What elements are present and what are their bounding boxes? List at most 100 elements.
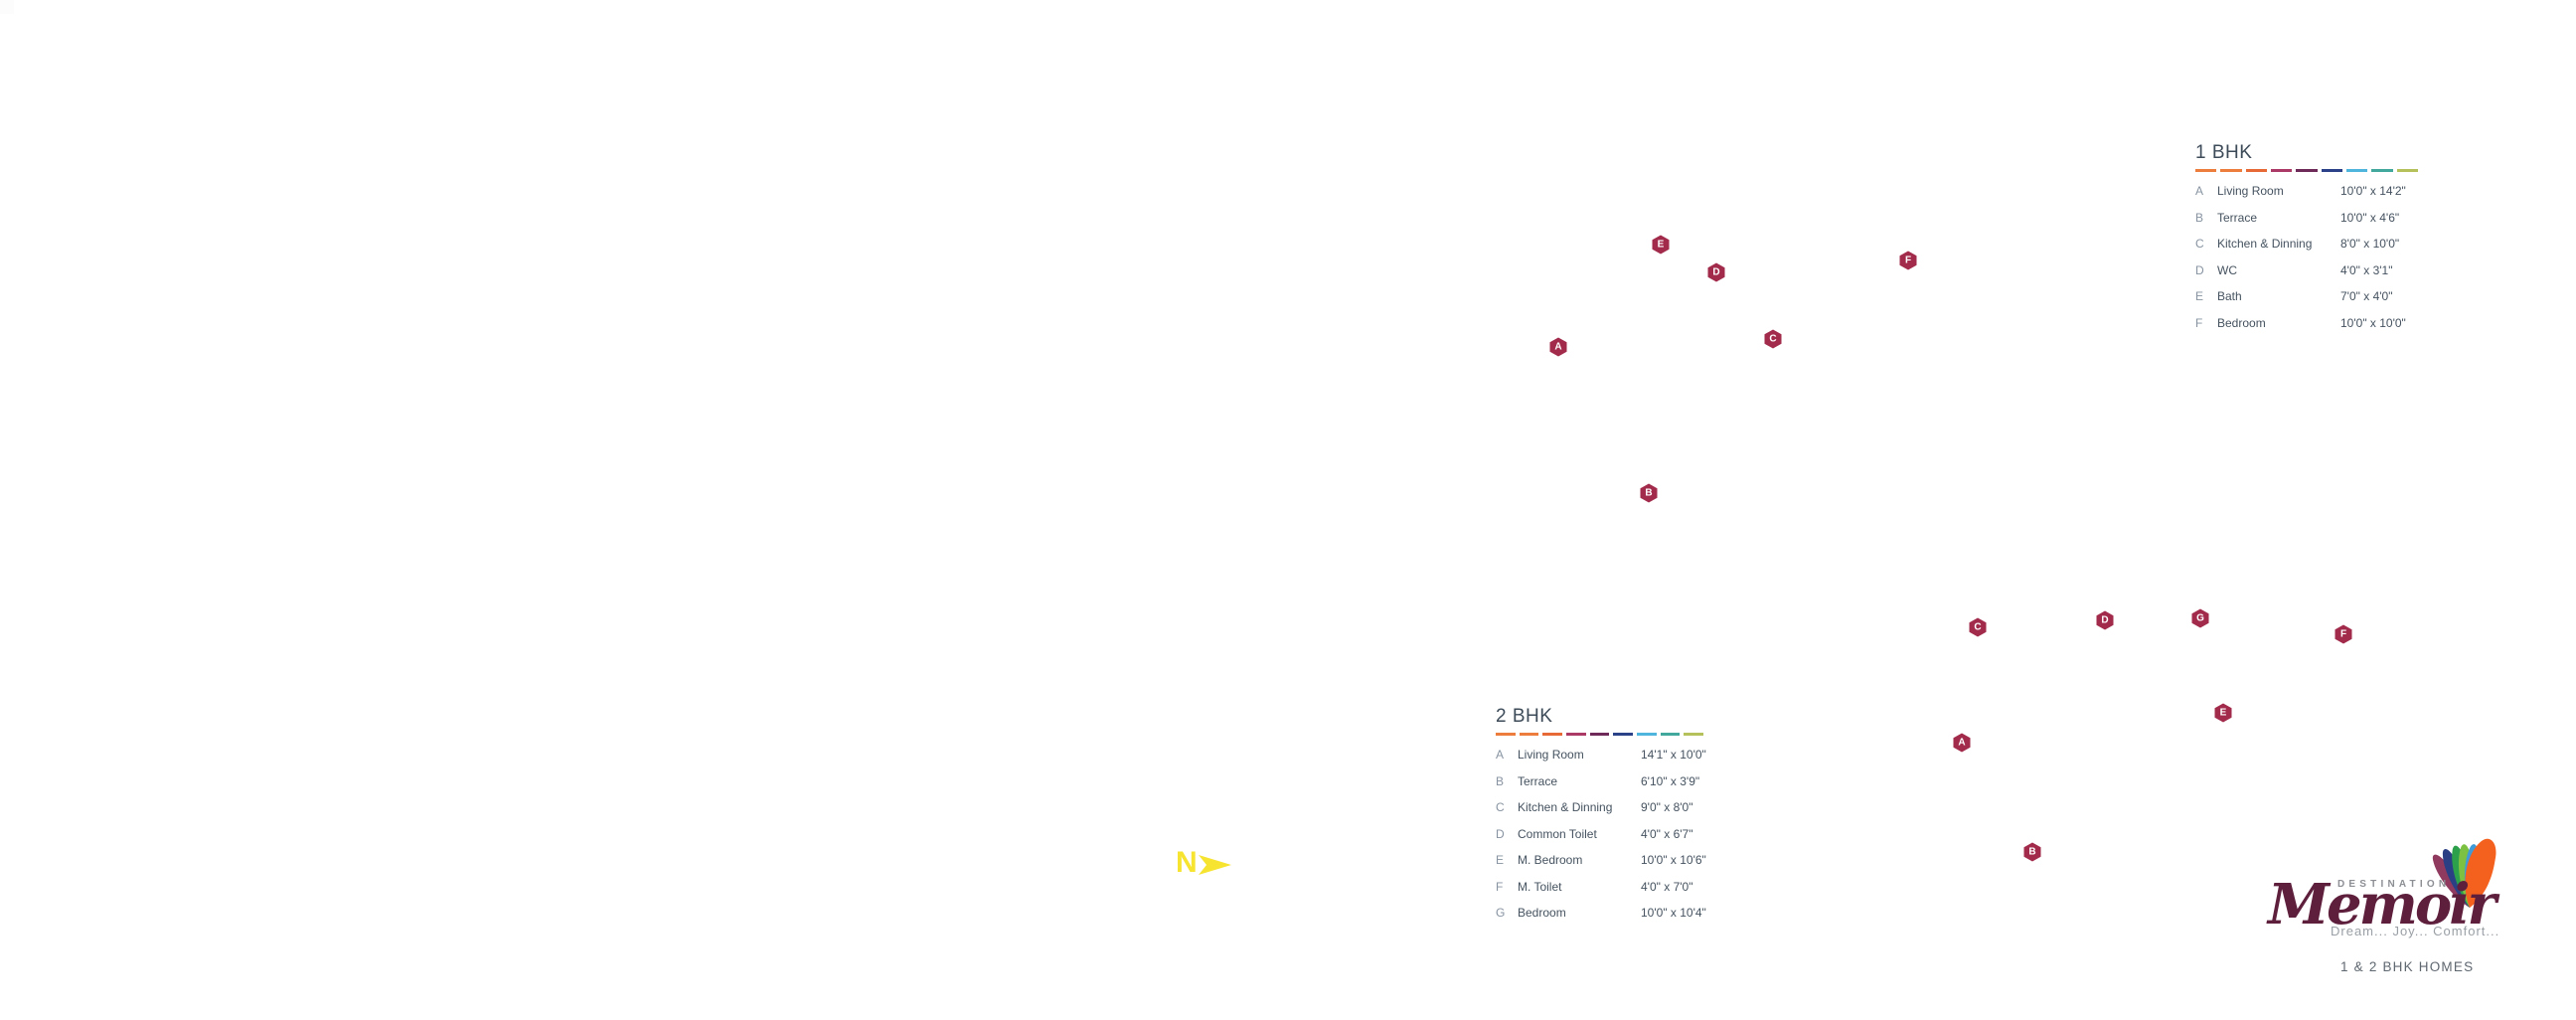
divider-dash bbox=[1637, 733, 1657, 736]
legend-row: C Kitchen & Dinning 8'0" x 10'0" bbox=[2195, 231, 2418, 257]
legend-row: G Bedroom 10'0" x 10'4" bbox=[1496, 900, 1706, 927]
room-dimensions: 6'10" x 3'9" bbox=[1641, 773, 1700, 788]
room-dimensions: 8'0" x 10'0" bbox=[2340, 237, 2400, 252]
room-label: Terrace bbox=[2217, 210, 2258, 225]
north-label: N bbox=[1176, 846, 1198, 879]
legend-1bhk-rows: A Living Room 10'0" x 14'2" B Terrace 10'0" x… bbox=[2195, 178, 2418, 336]
room-label: M. Bedroom bbox=[1518, 853, 1583, 868]
divider-dash bbox=[1660, 733, 1681, 736]
room-dimensions: 4'0" x 6'7" bbox=[1641, 826, 1693, 841]
logo-tagline: Dream... Joy... Comfort... bbox=[2331, 924, 2500, 938]
room-dimensions: 10'0" x 4'6" bbox=[2340, 210, 2400, 225]
room-key: D bbox=[2195, 262, 2204, 277]
room-marker-bhk2-a: A bbox=[1953, 733, 1971, 753]
divider-dash bbox=[2245, 169, 2267, 172]
divider-dash bbox=[2296, 169, 2318, 172]
logo-name: Memoir bbox=[2268, 872, 2496, 937]
room-label: Bedroom bbox=[1518, 906, 1566, 921]
room-marker-bhk1-d: D bbox=[1707, 262, 1725, 282]
legend-2bhk-title: 2 BHK bbox=[1496, 706, 1553, 727]
room-key: E bbox=[1496, 853, 1505, 868]
divider-dash bbox=[2321, 169, 2342, 172]
room-key: G bbox=[1496, 906, 1506, 921]
room-label: Bedroom bbox=[2217, 315, 2266, 330]
legend-row: A Living Room 14'1" x 10'0" bbox=[1496, 742, 1706, 768]
logo-destination-text: DESTINATION bbox=[2337, 879, 2451, 890]
room-dimensions: 10'0" x 10'6" bbox=[1641, 853, 1706, 868]
room-marker-bhk1-b: B bbox=[1640, 483, 1658, 503]
legend-1bhk: 1 BHK A Living Room 10'0" x 14'2" B Terrace 1… bbox=[2195, 143, 2418, 336]
room-key: A bbox=[1496, 748, 1505, 763]
legend-row: D Common Toilet 4'0" x 6'7" bbox=[1496, 821, 1703, 848]
legend-row: A Living Room 10'0" x 14'2" bbox=[2195, 178, 2418, 205]
logo-fan-icon bbox=[2432, 838, 2496, 908]
room-label: WC bbox=[2217, 262, 2237, 277]
legend-2bhk: 2 BHK A Living Room 14'1" x 10'0" B Terrace 6… bbox=[1496, 706, 1706, 927]
room-key: D bbox=[1496, 826, 1505, 841]
room-dimensions: 9'0" x 8'0" bbox=[1641, 800, 1693, 815]
corner-artifact bbox=[0, 0, 14, 14]
divider-dash bbox=[1542, 733, 1563, 736]
legend-1bhk-divider bbox=[2195, 169, 2418, 172]
room-marker-bhk2-e: E bbox=[2214, 703, 2232, 723]
room-key: B bbox=[1496, 773, 1505, 788]
legend-1bhk-title: 1 BHK bbox=[2195, 142, 2253, 163]
room-marker-bhk2-d: D bbox=[2096, 610, 2114, 630]
room-key: E bbox=[2195, 289, 2204, 304]
divider-dash bbox=[2195, 169, 2217, 172]
room-dimensions: 10'0" x 14'2" bbox=[2340, 184, 2406, 199]
north-indicator: N bbox=[1176, 846, 1232, 880]
room-label: Bath bbox=[2217, 289, 2242, 304]
legend-row: C Kitchen & Dinning 9'0" x 8'0" bbox=[1496, 794, 1703, 821]
divider-dash bbox=[2220, 169, 2242, 172]
room-label: Kitchen & Dinning bbox=[2217, 237, 2313, 252]
divider-dash bbox=[1684, 733, 1704, 736]
room-label: Common Toilet bbox=[1518, 826, 1597, 841]
legend-2bhk-rows: A Living Room 14'1" x 10'0" B Terrace 6'10" x… bbox=[1496, 742, 1706, 927]
legend-row: E M. Bedroom 10'0" x 10'6" bbox=[1496, 847, 1706, 874]
room-label: Living Room bbox=[2217, 184, 2284, 199]
divider-dash bbox=[2371, 169, 2393, 172]
north-arrow-icon bbox=[1198, 855, 1231, 875]
divider-dash bbox=[1519, 733, 1539, 736]
room-key: B bbox=[2195, 210, 2204, 225]
fan-petal bbox=[2465, 838, 2496, 908]
divider-dash bbox=[2345, 169, 2368, 172]
legend-row: B Terrace 6'10" x 3'9" bbox=[1496, 768, 1703, 795]
room-label: Living Room bbox=[1518, 748, 1584, 763]
room-marker-bhk1-c: C bbox=[1764, 329, 1782, 349]
divider-dash bbox=[2270, 169, 2293, 172]
legend-row: E Bath 7'0" x 4'0" bbox=[2195, 283, 2418, 310]
room-label: M. Toilet bbox=[1518, 879, 1562, 894]
room-key: F bbox=[1496, 879, 1504, 894]
room-marker-bhk1-f: F bbox=[1899, 251, 1917, 270]
room-marker-bhk2-b: B bbox=[2023, 842, 2041, 862]
room-key: C bbox=[1496, 800, 1505, 815]
legend-row: F M. Toilet 4'0" x 7'0" bbox=[1496, 874, 1703, 901]
room-dimensions: 10'0" x 10'4" bbox=[1641, 906, 1706, 921]
legend-row: F Bedroom 10'0" x 10'0" bbox=[2195, 310, 2418, 337]
divider-dash bbox=[1566, 733, 1586, 736]
room-key: F bbox=[2195, 315, 2203, 330]
room-dimensions: 4'0" x 3'1" bbox=[2340, 262, 2393, 277]
divider-dash bbox=[1613, 733, 1634, 736]
room-marker-bhk2-f: F bbox=[2334, 624, 2352, 644]
room-label: Kitchen & Dinning bbox=[1518, 800, 1613, 815]
room-dimensions: 10'0" x 10'0" bbox=[2340, 315, 2406, 330]
room-dimensions: 4'0" x 7'0" bbox=[1641, 879, 1693, 894]
divider-dash bbox=[1589, 733, 1610, 736]
legend-row: B Terrace 10'0" x 4'6" bbox=[2195, 205, 2418, 232]
divider-dash bbox=[1496, 733, 1516, 736]
room-marker-bhk2-c: C bbox=[1969, 617, 1987, 637]
room-dimensions: 14'1" x 10'0" bbox=[1641, 748, 1706, 763]
room-dimensions: 7'0" x 4'0" bbox=[2340, 289, 2393, 304]
legend-row: D WC 4'0" x 3'1" bbox=[2195, 257, 2418, 284]
room-marker-bhk1-a: A bbox=[1549, 337, 1567, 357]
room-label: Terrace bbox=[1518, 773, 1558, 788]
legend-2bhk-divider bbox=[1496, 733, 1704, 736]
room-marker-bhk1-e: E bbox=[1652, 235, 1670, 255]
room-key: C bbox=[2195, 237, 2204, 252]
room-marker-bhk2-g: G bbox=[2191, 608, 2209, 628]
divider-dash bbox=[2396, 169, 2418, 172]
